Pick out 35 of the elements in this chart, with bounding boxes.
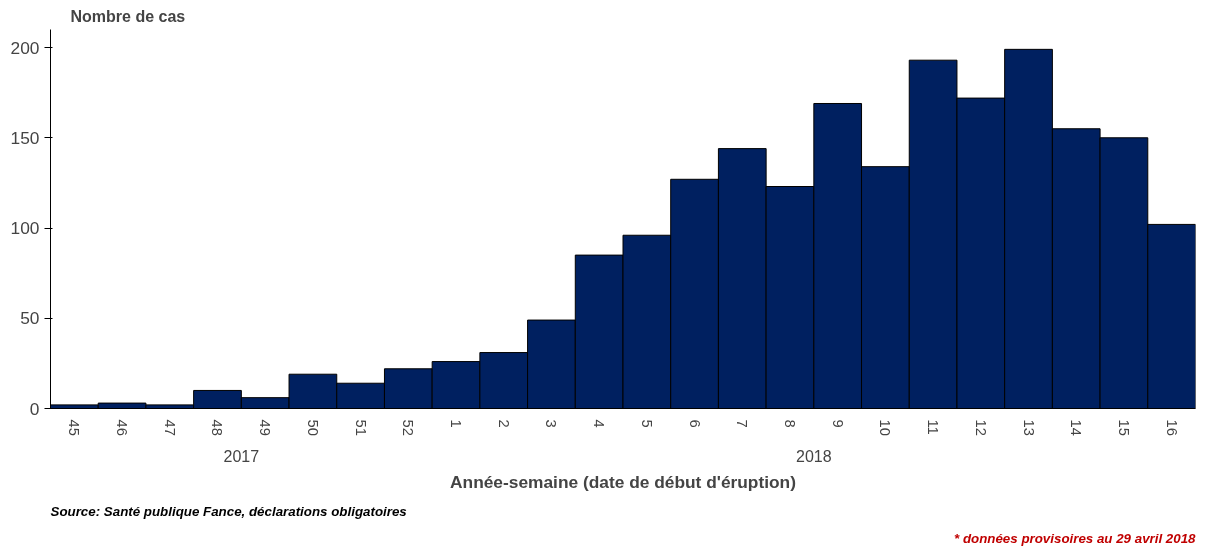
text: 2017 [223, 447, 260, 465]
y-tick-label: 0 [29, 398, 40, 419]
x-tick-label: 14 [1068, 419, 1085, 436]
x-tick-label: 9 [829, 419, 846, 428]
x-tick-label: 2 [495, 419, 512, 428]
x-tick-label: 12 [972, 419, 989, 436]
x-tick-label: 48 [209, 419, 226, 436]
x-tick-label: 7 [734, 419, 751, 428]
x-tick-label: 50 [304, 419, 321, 436]
x-tick-label: 49 [257, 419, 274, 436]
x-tick-label: 1 [448, 419, 465, 428]
x-tick-label: 13 [1020, 419, 1037, 436]
x-tick-label: 47 [161, 419, 178, 436]
y-tick-label: 100 [10, 218, 40, 239]
x-tick-label: 8 [781, 419, 798, 428]
x-tick-label: 52 [400, 419, 417, 436]
x-tick-label: 3 [543, 419, 560, 428]
x-tick-label: 4 [591, 419, 608, 428]
source-note: Source: Santé publique Fance, déclarations obligatoires [50, 503, 407, 519]
x-tick-label: 16 [1163, 419, 1180, 436]
x-tick-label: 46 [114, 419, 131, 436]
x-tick-label: 5 [638, 419, 655, 428]
text: 2018 [796, 447, 832, 465]
x-tick-label: 6 [686, 419, 703, 428]
x-tick-label: 10 [877, 419, 894, 436]
text: * données provisoires au 29 avril 2018 [953, 530, 1197, 546]
y-tick-label: 150 [10, 127, 40, 148]
y-tick-label: 50 [20, 308, 40, 329]
x-tick-label: 45 [66, 419, 83, 436]
x-axis-title: Année-semaine (date de début d'éruption) [450, 471, 796, 492]
x-tick-label: 51 [352, 419, 369, 436]
x-tick-label: 11 [925, 419, 942, 435]
y-axis-title: Nombre de cas [70, 7, 186, 25]
y-tick-label: 200 [10, 37, 40, 58]
x-tick-label: 15 [1115, 419, 1132, 436]
